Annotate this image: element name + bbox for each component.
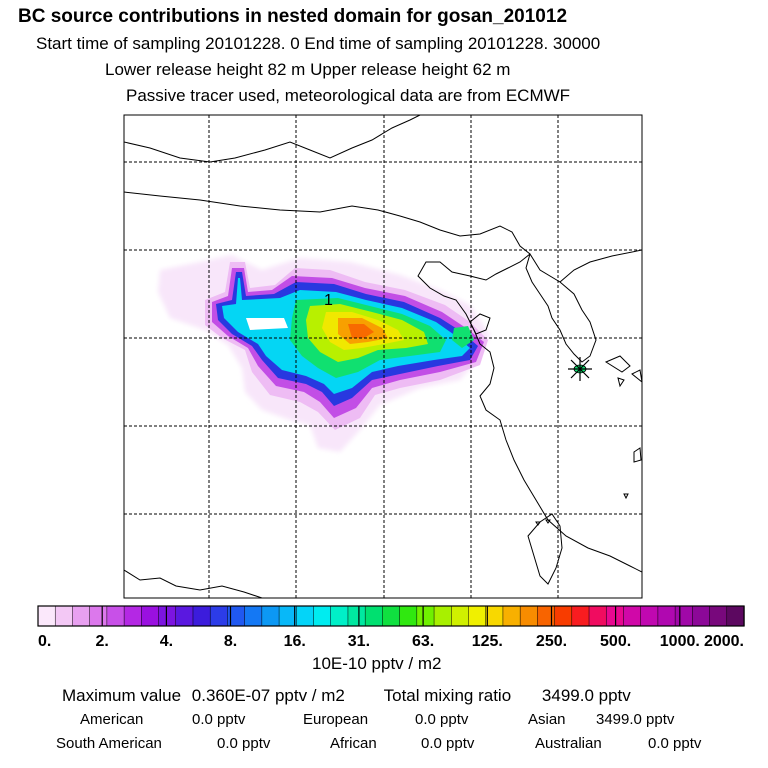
- colorbar-cell: [123, 605, 142, 627]
- plume-level-red: [348, 324, 374, 338]
- colorbar-tick-label: 1000.: [660, 633, 700, 650]
- colorbar-cell: [657, 605, 676, 627]
- colorbar-cell: [72, 605, 91, 627]
- colorbar-cell: [209, 605, 229, 627]
- sampling-time-line: Start time of sampling 20101228. 0 End t…: [36, 34, 601, 53]
- colorbar-cell: [416, 605, 435, 627]
- colorbar-cell: [54, 605, 74, 627]
- plot-title: BC source contributions in nested domain…: [18, 6, 568, 27]
- colorbar-cell: [106, 605, 125, 627]
- colorbar-cell: [451, 605, 470, 627]
- colorbar-tick-label: 500.: [600, 633, 631, 650]
- colorbar-tick-label: 63.: [412, 633, 434, 650]
- colorbar-cell: [709, 605, 728, 627]
- colorbar-cell: [364, 605, 384, 627]
- plume-patch-east: [452, 326, 474, 348]
- colorbar-cell: [502, 605, 521, 627]
- region-value-asian: 3499.0 pptv: [596, 711, 675, 728]
- graticule: [124, 115, 642, 598]
- plume-field: [158, 255, 490, 452]
- coastlines: [124, 115, 642, 598]
- colorbar-cell: [588, 605, 607, 627]
- colorbar-cell: [640, 605, 659, 627]
- colorbar-cell: [192, 605, 211, 627]
- colorbar-cell: [433, 605, 452, 627]
- region-value-american: 0.0 pptv: [192, 711, 246, 728]
- colorbar-cell: [330, 605, 349, 627]
- region-name-african: African: [330, 735, 377, 752]
- colorbar-cell: [726, 605, 745, 627]
- colorbar-unit: 10E-10 pptv / m2: [312, 654, 442, 673]
- colorbar-cell: [347, 605, 366, 627]
- colorbar-cell: [399, 605, 418, 627]
- colorbar-cell: [261, 605, 280, 627]
- source-contribution-map: 1: [123, 114, 643, 599]
- colorbar-frame: [37, 605, 745, 627]
- region-name-european: European: [303, 711, 369, 728]
- colorbar-cell: [313, 605, 332, 627]
- colorbar-tick-label: 31.: [348, 633, 370, 650]
- colorbar-tick-label: 2000.: [704, 633, 744, 650]
- colorbar-tick-label: 2.: [96, 633, 109, 650]
- region-name-australian: Australian: [535, 735, 602, 752]
- release-height-line: Lower release height 82 m Upper release …: [105, 60, 511, 79]
- region-value-african: 0.0 pptv: [421, 735, 475, 752]
- colorbar-cell: [519, 605, 539, 627]
- region-name-south-american: South American: [56, 735, 162, 752]
- total-label: Total mixing ratio: [383, 686, 512, 705]
- colorbar-cell: [554, 605, 573, 627]
- region-name-asian: Asian: [528, 711, 566, 728]
- total-value: 3499.0 pptv: [541, 686, 631, 705]
- colorbar-cell: [37, 605, 56, 627]
- colorbar-tick-label: 4.: [160, 633, 173, 650]
- asterisk-marker: [568, 357, 592, 381]
- region-value-european: 0.0 pptv: [415, 711, 469, 728]
- max-label: Maximum value: [62, 686, 182, 705]
- colorbar-tick-labels: 0. 2. 4. 8. 16. 31. 63. 125. 250. 500. 1000. 2000.: [38, 606, 744, 650]
- colorbar-cell: [485, 605, 504, 627]
- colorbar-cell: [89, 605, 108, 627]
- region-value-south-american: 0.0 pptv: [217, 735, 271, 752]
- colorbar: 0. 2. 4. 8. 16. 31. 63. 125. 250. 500. 1000. 2000.: [37, 605, 745, 650]
- colorbar-tick-label: 16.: [284, 633, 306, 650]
- region-name-american: American: [80, 711, 144, 728]
- colorbar-tick-label: 8.: [224, 633, 237, 650]
- colorbar-cell: [244, 605, 263, 627]
- colorbar-cell: [296, 605, 315, 627]
- colorbar-cell: [468, 605, 487, 627]
- colorbar-tick-label: 250.: [536, 633, 567, 650]
- maximum-line: Maximum value 0.360E-07 pptv / m2 Total …: [62, 686, 631, 706]
- colorbar-tick-label: 125.: [472, 633, 503, 650]
- colorbar-tick-label: 0.: [38, 633, 51, 650]
- map-frame: [123, 114, 643, 599]
- colorbar-cell: [692, 605, 711, 627]
- colorbar-cell: [382, 605, 401, 627]
- colorbar-cell: [175, 605, 194, 627]
- plume-label: 1: [324, 292, 333, 309]
- colorbar-cell: [278, 605, 297, 627]
- colorbar-cell: [571, 605, 590, 627]
- colorbar-cells: [37, 605, 745, 627]
- colorbar-cell: [141, 605, 160, 627]
- tracer-info-line: Passive tracer used, meteorological data…: [126, 86, 571, 105]
- colorbar-cell: [537, 605, 556, 627]
- plume-pocket: [246, 318, 288, 330]
- region-value-australian: 0.0 pptv: [648, 735, 702, 752]
- colorbar-cell: [623, 605, 642, 627]
- colorbar-cell: [158, 605, 177, 627]
- colorbar-cell: [674, 605, 693, 627]
- max-value: 0.360E-07 pptv / m2: [191, 686, 345, 705]
